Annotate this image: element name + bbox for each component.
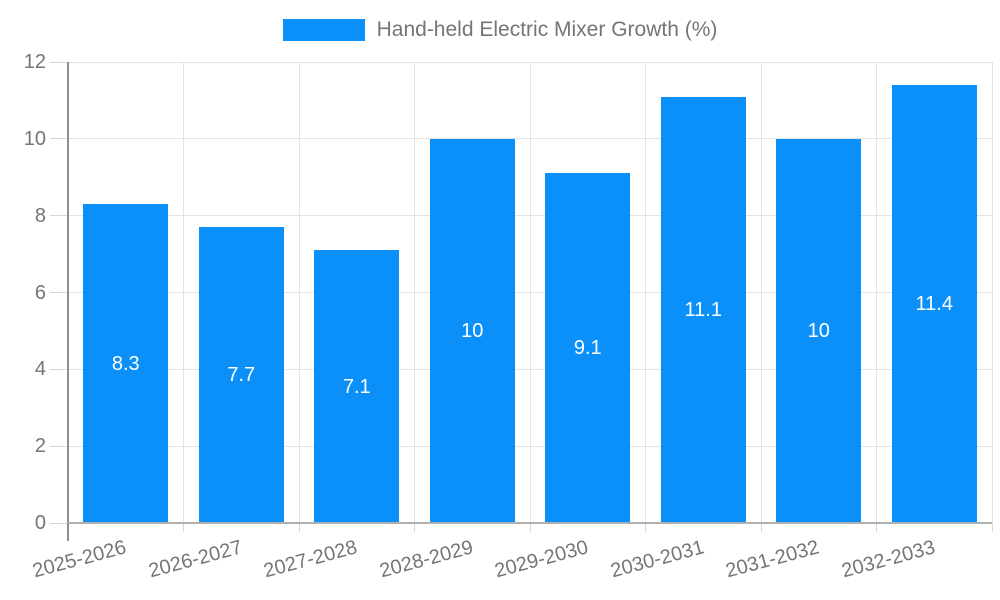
y-tick-label: 8	[34, 204, 46, 227]
x-tick	[298, 523, 300, 532]
bar	[660, 96, 746, 523]
bar	[83, 204, 169, 523]
x-gridline	[876, 62, 877, 523]
y-tick	[50, 215, 68, 217]
x-tick	[529, 523, 531, 532]
bar	[776, 138, 862, 523]
bar	[891, 85, 977, 523]
bar-value-label: 7.7	[227, 364, 256, 387]
legend: Hand-held Electric Mixer Growth (%)	[0, 18, 1000, 42]
bar	[314, 250, 400, 523]
bar-value-label: 11.1	[684, 298, 722, 321]
x-tick-label: 2031-2032	[723, 536, 822, 583]
x-tick-label: 2030-2031	[608, 536, 707, 583]
x-gridline	[298, 62, 300, 523]
y-tick-label: 6	[34, 281, 46, 304]
y-tick	[50, 522, 68, 524]
x-tick	[183, 523, 184, 532]
x-tick	[760, 523, 762, 532]
legend-swatch	[282, 19, 365, 41]
bar-value-label: 7.1	[342, 375, 371, 398]
x-tick-label: 2029-2030	[492, 536, 591, 583]
x-tick-label: 2028-2029	[377, 536, 476, 583]
bar-value-label: 9.1	[573, 337, 602, 360]
y-tick-label: 0	[34, 512, 46, 534]
bar	[429, 138, 515, 523]
bar-value-label: 11.4	[915, 293, 953, 316]
legend-label: Hand-held Electric Mixer Growth (%)	[376, 18, 718, 41]
x-tick-label: 2025-2026	[30, 536, 129, 583]
x-tick-label: 2026-2027	[146, 536, 245, 583]
y-tick-label: 12	[23, 51, 46, 73]
bar-value-label: 10	[807, 319, 830, 342]
x-axis-line	[68, 522, 992, 524]
x-tick-label: 2027-2028	[261, 536, 360, 583]
y-tick	[50, 368, 68, 370]
x-tick	[645, 523, 646, 532]
bar-value-label: 8.3	[111, 352, 140, 375]
x-gridline	[760, 62, 762, 523]
y-tick-label: 2	[34, 435, 46, 458]
y-tick	[50, 138, 68, 140]
y-tick-label: 10	[23, 127, 46, 150]
y-tick	[50, 292, 68, 293]
x-tick	[876, 523, 877, 532]
bar-value-label: 10	[461, 319, 484, 342]
y-axis-line	[67, 62, 69, 541]
x-tick	[414, 523, 415, 532]
x-gridline	[529, 62, 531, 523]
x-tick	[991, 523, 993, 532]
x-gridline	[183, 62, 184, 523]
x-tick-label: 2032-2033	[839, 536, 938, 583]
bar	[198, 227, 284, 523]
bar	[545, 173, 631, 523]
y-tick	[50, 445, 68, 447]
y-tick	[50, 61, 68, 63]
x-gridline	[414, 62, 415, 523]
y-tick-label: 4	[34, 358, 46, 381]
x-gridline	[991, 62, 993, 523]
x-gridline	[645, 62, 646, 523]
